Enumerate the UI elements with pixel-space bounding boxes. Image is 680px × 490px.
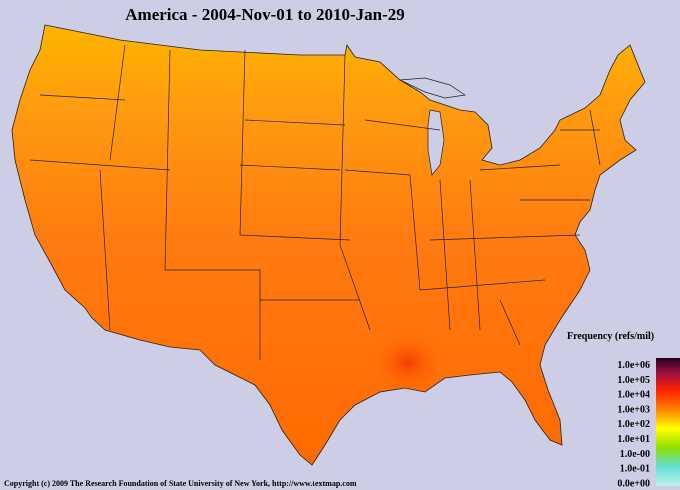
state-lines bbox=[29, 44, 601, 360]
hot-zone bbox=[300, 250, 480, 400]
legend-label: 1.0e-00 bbox=[620, 449, 650, 460]
legend-colorbar bbox=[656, 358, 680, 486]
legend-label: 1.0e+02 bbox=[617, 419, 650, 430]
legend-label: 1.0e+04 bbox=[617, 390, 650, 401]
legend-label: 1.0e-01 bbox=[620, 464, 650, 475]
legend-label: 1.0e+03 bbox=[617, 404, 650, 415]
legend-label: 1.0e+05 bbox=[617, 375, 650, 386]
lake-michigan bbox=[427, 109, 445, 176]
legend-label: 1.0e+06 bbox=[617, 360, 650, 371]
map-title: America - 2004-Nov-01 to 2010-Jan-29 bbox=[125, 5, 405, 24]
us-map bbox=[11, 24, 646, 466]
legend-label: 0.0e+00 bbox=[617, 478, 650, 489]
legend-title: Frequency (refs/mil) bbox=[567, 331, 654, 342]
legend-labels: 1.0e+06 1.0e+05 1.0e+04 1.0e+03 1.0e+02 1.0e+… bbox=[617, 360, 650, 489]
land bbox=[11, 24, 646, 466]
legend-label: 1.0e+01 bbox=[617, 434, 650, 445]
lake-superior bbox=[398, 77, 466, 99]
footer: Copyright (c) 2009 The Research Foundati… bbox=[4, 479, 357, 488]
